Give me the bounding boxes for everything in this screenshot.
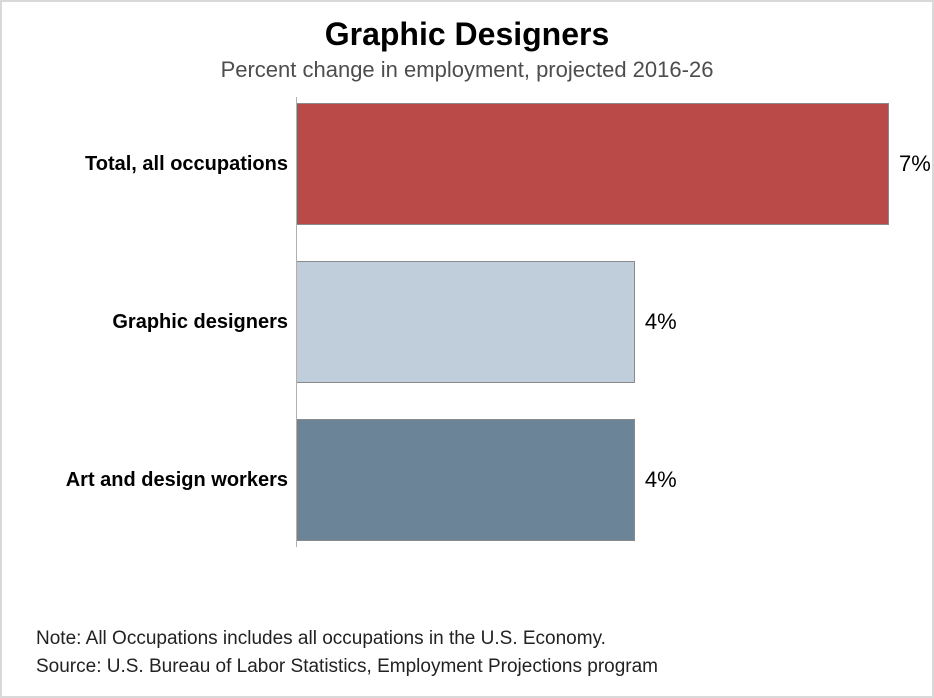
chart-container: Graphic Designers Percent change in empl… [0, 0, 934, 698]
bar [296, 103, 889, 225]
bar [296, 419, 635, 541]
footer-note: Note: All Occupations includes all occup… [36, 628, 658, 650]
chart-subtitle: Percent change in employment, projected … [16, 57, 918, 83]
chart-footer: Note: All Occupations includes all occup… [36, 622, 658, 678]
bar-track-zone: 4% [296, 261, 918, 383]
bar-row: Graphic designers 4% [16, 261, 918, 383]
category-label: Art and design workers [16, 469, 296, 492]
bar [296, 261, 635, 383]
y-axis-line [296, 97, 297, 547]
category-label: Total, all occupations [16, 153, 296, 176]
plot-area: Total, all occupations7% Graphic designer… [16, 103, 918, 541]
bar-value-label: 4% [645, 309, 677, 335]
footer-source: Source: U.S. Bureau of Labor Statistics,… [36, 656, 658, 678]
category-label: Graphic designers [16, 311, 296, 334]
bar-row: Total, all occupations7% [16, 103, 918, 225]
chart-title: Graphic Designers [16, 16, 918, 53]
bar-track-zone: 7% [296, 103, 918, 225]
bar-track-zone: 4% [296, 419, 918, 541]
bar-row: Art and design workers 4% [16, 419, 918, 541]
bar-value-label: 7% [899, 151, 931, 177]
bar-value-label: 4% [645, 467, 677, 493]
